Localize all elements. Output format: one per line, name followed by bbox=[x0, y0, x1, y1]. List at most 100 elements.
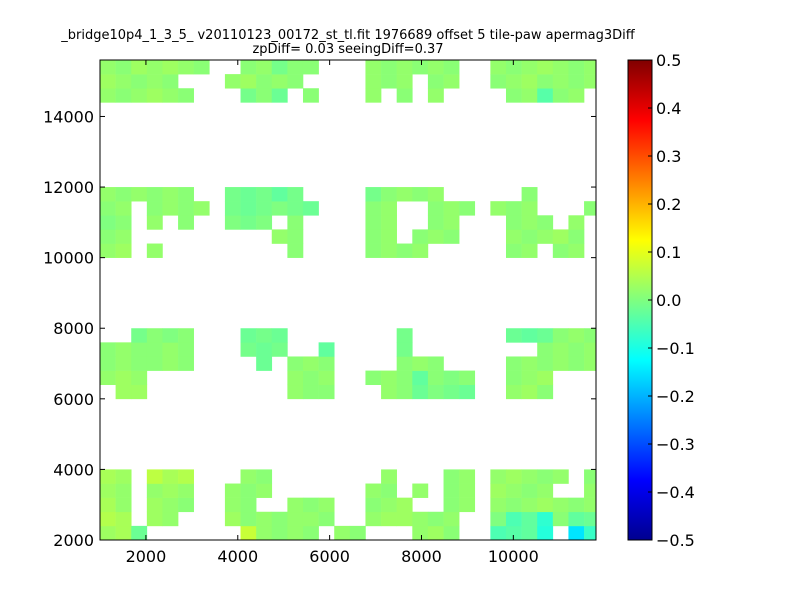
heatmap-cell bbox=[146, 483, 163, 498]
heatmap-cell bbox=[287, 243, 304, 258]
heatmap-cell bbox=[396, 511, 413, 527]
heatmap-cell bbox=[396, 356, 413, 371]
heatmap-cell bbox=[521, 88, 538, 103]
heatmap-cell bbox=[396, 497, 413, 513]
heatmap-cell bbox=[100, 511, 116, 527]
heatmap-cell bbox=[552, 356, 569, 371]
heatmap-cell bbox=[552, 88, 569, 103]
heatmap-cell bbox=[256, 483, 273, 498]
heatmap-cell bbox=[178, 215, 194, 230]
heatmap-cell bbox=[115, 187, 132, 202]
x-tick-label: 2000 bbox=[126, 547, 167, 566]
heatmap-cell bbox=[381, 370, 397, 386]
heatmap-cell bbox=[162, 342, 179, 357]
heatmap-cell bbox=[537, 60, 554, 75]
y-tick-label: 2000 bbox=[53, 531, 94, 550]
heatmap-cell bbox=[240, 342, 257, 357]
heatmap-cell bbox=[131, 525, 148, 541]
heatmap-cell bbox=[537, 511, 554, 527]
heatmap-cell bbox=[427, 525, 444, 541]
heatmap-cell bbox=[287, 201, 304, 216]
heatmap-cell bbox=[162, 201, 179, 216]
heatmap-cell bbox=[552, 328, 569, 343]
heatmap-cell bbox=[584, 342, 597, 357]
heatmap-cell bbox=[459, 384, 476, 400]
heatmap-cell bbox=[459, 469, 476, 484]
heatmap-cell bbox=[146, 187, 163, 202]
heatmap-cell bbox=[396, 328, 413, 343]
heatmap-cell bbox=[443, 215, 460, 230]
heatmap-cell bbox=[412, 60, 429, 75]
heatmap-cell bbox=[287, 356, 304, 371]
heatmap-cell bbox=[178, 187, 194, 202]
heatmap-cell bbox=[115, 356, 132, 371]
heatmap-cell bbox=[412, 187, 429, 202]
heatmap-cell bbox=[427, 384, 444, 400]
heatmap-cell bbox=[100, 74, 116, 89]
heatmap-cell bbox=[505, 370, 522, 386]
heatmap-cell bbox=[146, 511, 163, 527]
heatmap-cell bbox=[381, 215, 397, 230]
heatmap-cell bbox=[287, 370, 304, 386]
heatmap-cell bbox=[302, 511, 319, 527]
heatmap-cell bbox=[146, 469, 163, 484]
heatmap-cell bbox=[240, 469, 257, 484]
heatmap-cell bbox=[162, 88, 179, 103]
colorbar-tick-label: −0.3 bbox=[656, 435, 695, 454]
heatmap-cell bbox=[115, 469, 132, 484]
heatmap-cell bbox=[100, 469, 116, 484]
heatmap-cell bbox=[552, 60, 569, 75]
heatmap-cell bbox=[505, 243, 522, 258]
chart-subtitle: zpDiff= 0.03 seeingDiff=0.37 bbox=[252, 42, 443, 57]
heatmap-cell bbox=[100, 525, 116, 541]
heatmap-cell bbox=[568, 356, 585, 371]
heatmap-cell bbox=[490, 511, 507, 527]
heatmap-cell bbox=[552, 74, 569, 89]
heatmap-cell bbox=[162, 60, 179, 75]
heatmap-cell bbox=[224, 483, 241, 498]
heatmap-cell bbox=[505, 497, 522, 513]
heatmap-cell bbox=[146, 356, 163, 371]
heatmap-cell bbox=[224, 511, 241, 527]
heatmap-cell bbox=[334, 525, 351, 541]
heatmap-cell bbox=[318, 356, 335, 371]
x-tick-label: 6000 bbox=[309, 547, 350, 566]
heatmap-cell bbox=[256, 74, 273, 89]
heatmap-cell bbox=[256, 88, 273, 103]
heatmap-cell bbox=[505, 328, 522, 343]
heatmap-cell bbox=[162, 483, 179, 498]
heatmap-cell bbox=[584, 525, 597, 541]
heatmap-cell bbox=[381, 60, 397, 75]
heatmap-cell bbox=[178, 356, 194, 371]
heatmap-cell bbox=[521, 483, 538, 498]
heatmap-cell bbox=[396, 60, 413, 75]
heatmap-cell bbox=[115, 511, 132, 527]
heatmap-cell bbox=[552, 243, 569, 258]
heatmap-cell bbox=[240, 511, 257, 527]
heatmap-cell bbox=[146, 201, 163, 216]
heatmap-cell bbox=[146, 342, 163, 357]
heatmap-cell bbox=[521, 384, 538, 400]
heatmap-cell bbox=[224, 215, 241, 230]
heatmap-cell bbox=[178, 469, 194, 484]
heatmap-cell bbox=[521, 215, 538, 230]
heatmap-cell bbox=[302, 88, 319, 103]
heatmap-cell bbox=[302, 497, 319, 513]
colorbar-tick-label: −0.4 bbox=[656, 483, 695, 502]
heatmap-cell bbox=[100, 356, 116, 371]
heatmap-cell bbox=[381, 384, 397, 400]
heatmap-cell bbox=[521, 356, 538, 371]
heatmap-cell bbox=[521, 229, 538, 244]
heatmap-cell bbox=[302, 201, 319, 216]
heatmap-cell bbox=[115, 370, 132, 386]
heatmap-cell bbox=[256, 342, 273, 357]
heatmap-cell bbox=[505, 483, 522, 498]
heatmap-cell bbox=[271, 525, 288, 541]
heatmap-cell bbox=[287, 215, 304, 230]
heatmap-cell bbox=[240, 74, 257, 89]
heatmap-cell bbox=[115, 525, 132, 541]
colorbar-tick-label: 0.4 bbox=[656, 99, 681, 118]
heatmap-cell bbox=[146, 497, 163, 513]
heatmap-cell bbox=[131, 356, 148, 371]
